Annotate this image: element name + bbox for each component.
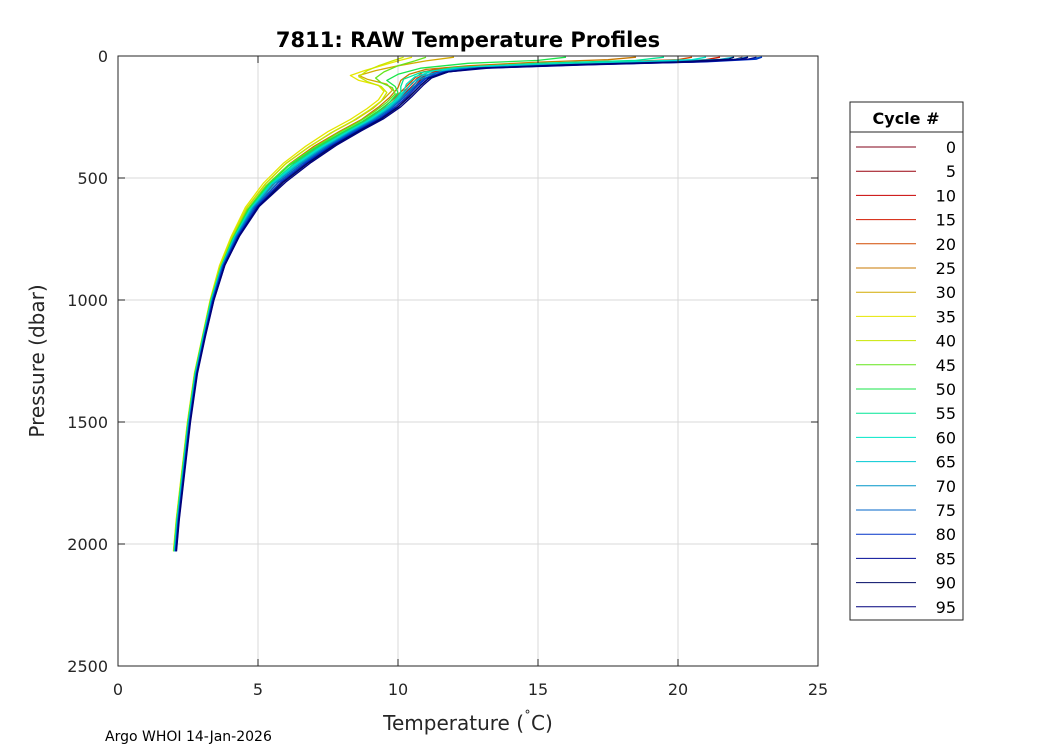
y-tick-label: 1500 <box>67 413 108 432</box>
legend-label-10: 10 <box>936 186 956 205</box>
legend-label-60: 60 <box>936 428 956 447</box>
y-tick-label: 500 <box>77 169 108 188</box>
legend-label-40: 40 <box>936 332 956 351</box>
axis-ticks: 0 5 10 15 20 25 0 500 1000 1500 2000 2500 <box>67 47 828 699</box>
legend-label-90: 90 <box>936 574 956 593</box>
series-line-cycle-95 <box>175 56 749 552</box>
legend-label-5: 5 <box>946 162 956 181</box>
legend-label-70: 70 <box>936 477 956 496</box>
legend-label-75: 75 <box>936 501 956 520</box>
legend-label-95: 95 <box>936 598 956 617</box>
x-tick-label: 15 <box>528 680 548 699</box>
legend-label-20: 20 <box>936 235 956 254</box>
legend-label-50: 50 <box>936 380 956 399</box>
y-tick-label: 2000 <box>67 535 108 554</box>
x-tick-label: 20 <box>668 680 688 699</box>
legend-label-55: 55 <box>936 404 956 423</box>
legend-label-65: 65 <box>936 453 956 472</box>
degree-symbol: ˚ <box>524 709 531 726</box>
footer-label: Argo WHOI 14-Jan-2026 <box>105 729 272 745</box>
legend-entries: 0 5 10 15 20 25 30 35 40 45 50 55 60 65 70 75 80 85 90 95 <box>856 138 956 617</box>
x-axis-unit: C) <box>531 711 553 735</box>
y-tick-label: 0 <box>98 47 108 66</box>
plot-area <box>118 56 818 666</box>
legend: Cycle # 0 5 10 15 20 25 30 35 40 45 50 55 60 65 70 75 80… <box>849 101 964 621</box>
x-tick-label: 0 <box>113 680 123 699</box>
legend-label-80: 80 <box>936 525 956 544</box>
x-axis-label-text: Temperature ( <box>382 711 524 735</box>
legend-title: Cycle # <box>873 109 940 128</box>
y-tick-label: 1000 <box>67 291 108 310</box>
plot-frame <box>117 55 819 667</box>
y-tick-label: 2500 <box>67 657 108 676</box>
legend-label-30: 30 <box>936 283 956 302</box>
legend-label-25: 25 <box>936 259 956 278</box>
legend-label-15: 15 <box>936 211 956 230</box>
y-axis-label: Pressure (dbar) <box>25 284 49 437</box>
x-tick-label: 10 <box>388 680 408 699</box>
legend-label-0: 0 <box>946 138 956 157</box>
legend-box <box>849 101 964 621</box>
series-layer <box>172 56 763 552</box>
legend-label-45: 45 <box>936 356 956 375</box>
legend-label-35: 35 <box>936 307 956 326</box>
x-tick-label: 5 <box>253 680 263 699</box>
x-tick-label: 25 <box>808 680 828 699</box>
chart-title: 7811: RAW Temperature Profiles <box>276 28 660 52</box>
x-axis-label: Temperature (˚C) <box>382 709 553 735</box>
legend-label-85: 85 <box>936 549 956 568</box>
